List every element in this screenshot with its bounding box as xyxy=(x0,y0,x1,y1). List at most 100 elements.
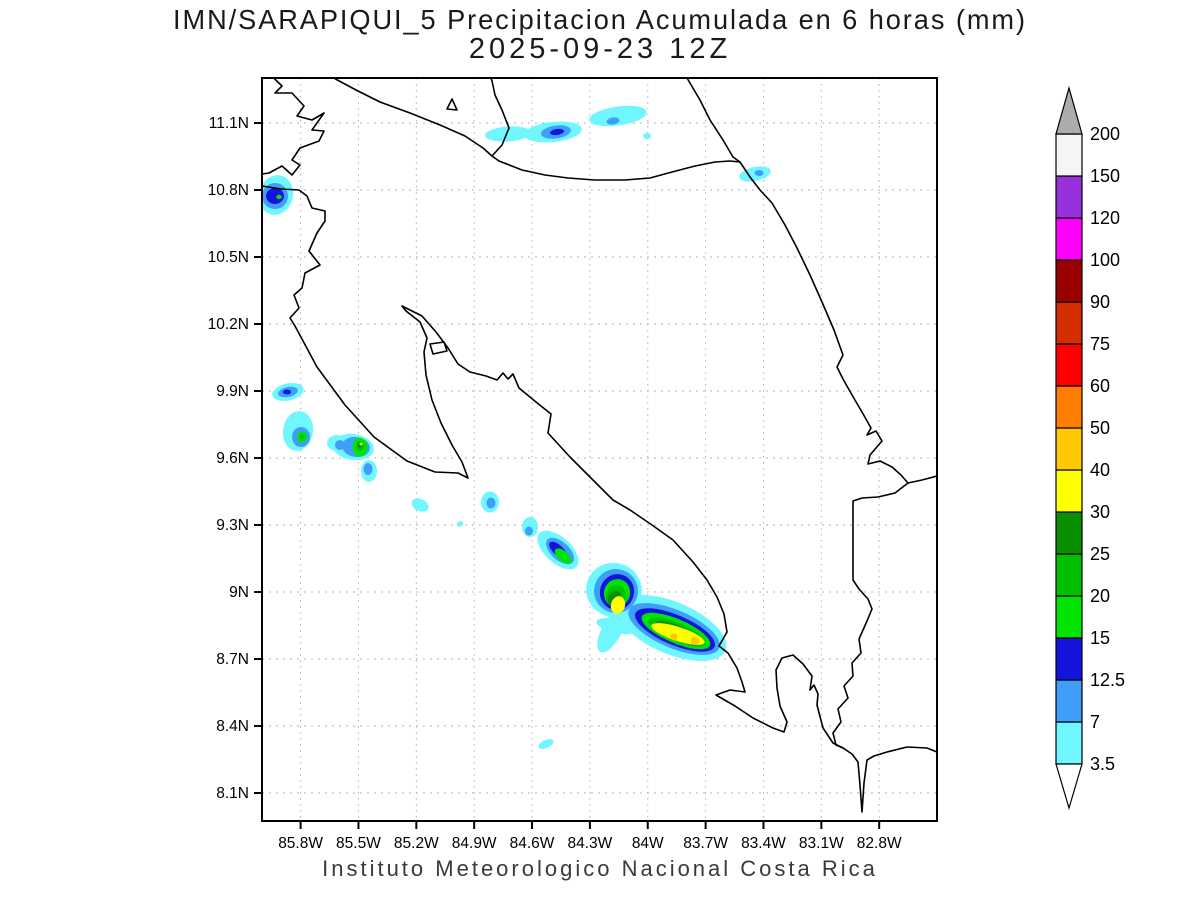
lon-tick-label: 83.7W xyxy=(683,835,728,852)
colorbar-box xyxy=(1055,469,1083,513)
precip-contour-7mm xyxy=(525,526,533,536)
precip-contour-40mm xyxy=(670,633,678,641)
precip-contour-3.5mm xyxy=(589,105,647,127)
border-panama xyxy=(832,482,909,749)
map-frame xyxy=(261,77,938,822)
colorbar-level-label: 100 xyxy=(1090,250,1120,270)
precip-cell-south-pacific-system xyxy=(586,562,727,661)
lake-island xyxy=(446,98,458,111)
colorbar-level-label: 3.5 xyxy=(1090,754,1115,774)
precip-cell-border-west-cell xyxy=(485,121,582,143)
lake-nicaragua-shore xyxy=(332,78,510,157)
colorbar-box xyxy=(1055,553,1083,597)
lon-tick-label: 82.8W xyxy=(857,835,902,852)
colorbar-box xyxy=(1055,721,1083,765)
footer-credit: Instituto Meteorologico Nacional Costa R… xyxy=(322,856,878,881)
precip-cell-osa-south-speck xyxy=(538,739,554,749)
colorbar-box xyxy=(1055,385,1083,429)
colorbar-box xyxy=(1055,175,1083,219)
lon-tick-label: 83.1W xyxy=(799,835,844,852)
colorbar-level-label: 75 xyxy=(1090,334,1110,354)
chira-island xyxy=(429,341,448,355)
colorbar-level-label: 40 xyxy=(1090,460,1110,480)
colorbar-level-label: 15 xyxy=(1090,628,1110,648)
colorbar-below-arrow xyxy=(1055,763,1083,811)
coastline-layer xyxy=(262,78,937,813)
colorbar-box xyxy=(1055,595,1083,639)
colorbar-level-label: 50 xyxy=(1090,418,1110,438)
precip-cell-nicoya-west-cell xyxy=(282,411,314,451)
precip-cell-nicoya-south-cell xyxy=(327,433,374,461)
precip-contour-3.5mm xyxy=(643,133,651,139)
colorbar-box xyxy=(1055,679,1083,723)
precip-contour-30mm xyxy=(359,442,363,446)
colorbar-level-label: 7 xyxy=(1090,712,1100,732)
lat-tick-label: 10.8N xyxy=(208,182,249,199)
colorbar-level-label: 20 xyxy=(1090,586,1110,606)
axis-labels: 85.8W 85.5W 85.2W 84.9W 84.6W 84.3W 84W 83.7W 83… xyxy=(208,115,902,852)
precip-cell-border-east-cell xyxy=(589,105,651,139)
lon-tick-label: 84.9W xyxy=(452,835,497,852)
colorbar-box xyxy=(1055,301,1083,345)
colorbar-level-label: 60 xyxy=(1090,376,1110,396)
precip-contour-7mm xyxy=(486,497,496,509)
precip-contour-12.5mm xyxy=(283,389,291,395)
precip-contour-40mm xyxy=(690,637,700,645)
rio-san-juan-border xyxy=(491,155,741,181)
lon-tick-label: 84.6W xyxy=(510,835,555,852)
lat-tick-label: 10.2N xyxy=(208,316,249,333)
lat-tick-label: 8.1N xyxy=(216,785,249,802)
precip-contour-20mm xyxy=(299,434,305,440)
precip-contour-30mm xyxy=(610,596,626,614)
lon-tick-label: 85.8W xyxy=(278,835,323,852)
precip-cell-caribbean-coast-speck xyxy=(739,166,771,182)
precip-contour-7mm xyxy=(754,170,764,176)
coastline-nw-pacific xyxy=(262,78,325,176)
precip-cell-nicoya-tip-cell xyxy=(361,460,377,482)
lon-tick-label: 85.5W xyxy=(336,835,381,852)
precip-contour-3.5mm xyxy=(411,498,429,512)
colorbar-box xyxy=(1055,133,1083,177)
lat-tick-label: 9.9N xyxy=(216,383,249,400)
precip-contour-7mm xyxy=(363,463,373,475)
precip-contour-3.5mm xyxy=(485,126,531,142)
coastline-caribbean xyxy=(686,78,937,484)
colorbar-box xyxy=(1055,511,1083,555)
axis-ticks xyxy=(254,122,881,829)
colorbar-box xyxy=(1055,343,1083,387)
precip-cell-quepos-speck xyxy=(522,517,538,537)
precip-cell-nicoya-nw-cell xyxy=(272,383,304,401)
colorbar-level-label: 120 xyxy=(1090,208,1120,228)
precip-contour-12.5mm xyxy=(550,128,564,136)
lat-tick-label: 9.6N xyxy=(216,450,249,467)
colorbar-box xyxy=(1055,637,1083,681)
precip-contour-7mm xyxy=(606,117,620,125)
colorbar-level-label: 30 xyxy=(1090,502,1110,522)
lat-tick-label: 10.5N xyxy=(208,249,249,266)
colorbar-level-label: 90 xyxy=(1090,292,1110,312)
colorbar-level-label: 150 xyxy=(1090,166,1120,186)
precip-cell-guanacaste-north-offshore xyxy=(262,175,294,215)
valid-time-subtitle: 2025-09-23 12Z xyxy=(468,33,732,65)
precip-cell-herradura-speck xyxy=(481,491,499,513)
colorbar-box xyxy=(1055,217,1083,261)
coastline-pacific-main xyxy=(262,185,937,813)
colorbar-above-arrow xyxy=(1055,85,1083,135)
precip-contour-15mm xyxy=(276,194,282,200)
lat-tick-label: 9N xyxy=(229,584,249,601)
lat-tick-label: 9.3N xyxy=(216,517,249,534)
precip-contour-3.5mm xyxy=(596,617,638,635)
colorbar-level-label: 25 xyxy=(1090,544,1110,564)
precip-cell-tiny-offshore-speck xyxy=(456,521,464,527)
precip-contour-15mm xyxy=(554,548,572,564)
lon-tick-label: 84W xyxy=(632,835,664,852)
colorbar-legend: 3.5 7 12.5 15 20 25 30 40 50 60 75 90 100 120 150 200 xyxy=(1055,85,1125,811)
lon-tick-label: 85.2W xyxy=(394,835,439,852)
colorbar-box xyxy=(1055,427,1083,471)
precip-cell-gulf-mouth-speck xyxy=(411,498,429,512)
colorbar-box xyxy=(1055,259,1083,303)
precip-cell-savegre-band xyxy=(537,530,579,570)
lon-tick-label: 83.4W xyxy=(741,835,786,852)
